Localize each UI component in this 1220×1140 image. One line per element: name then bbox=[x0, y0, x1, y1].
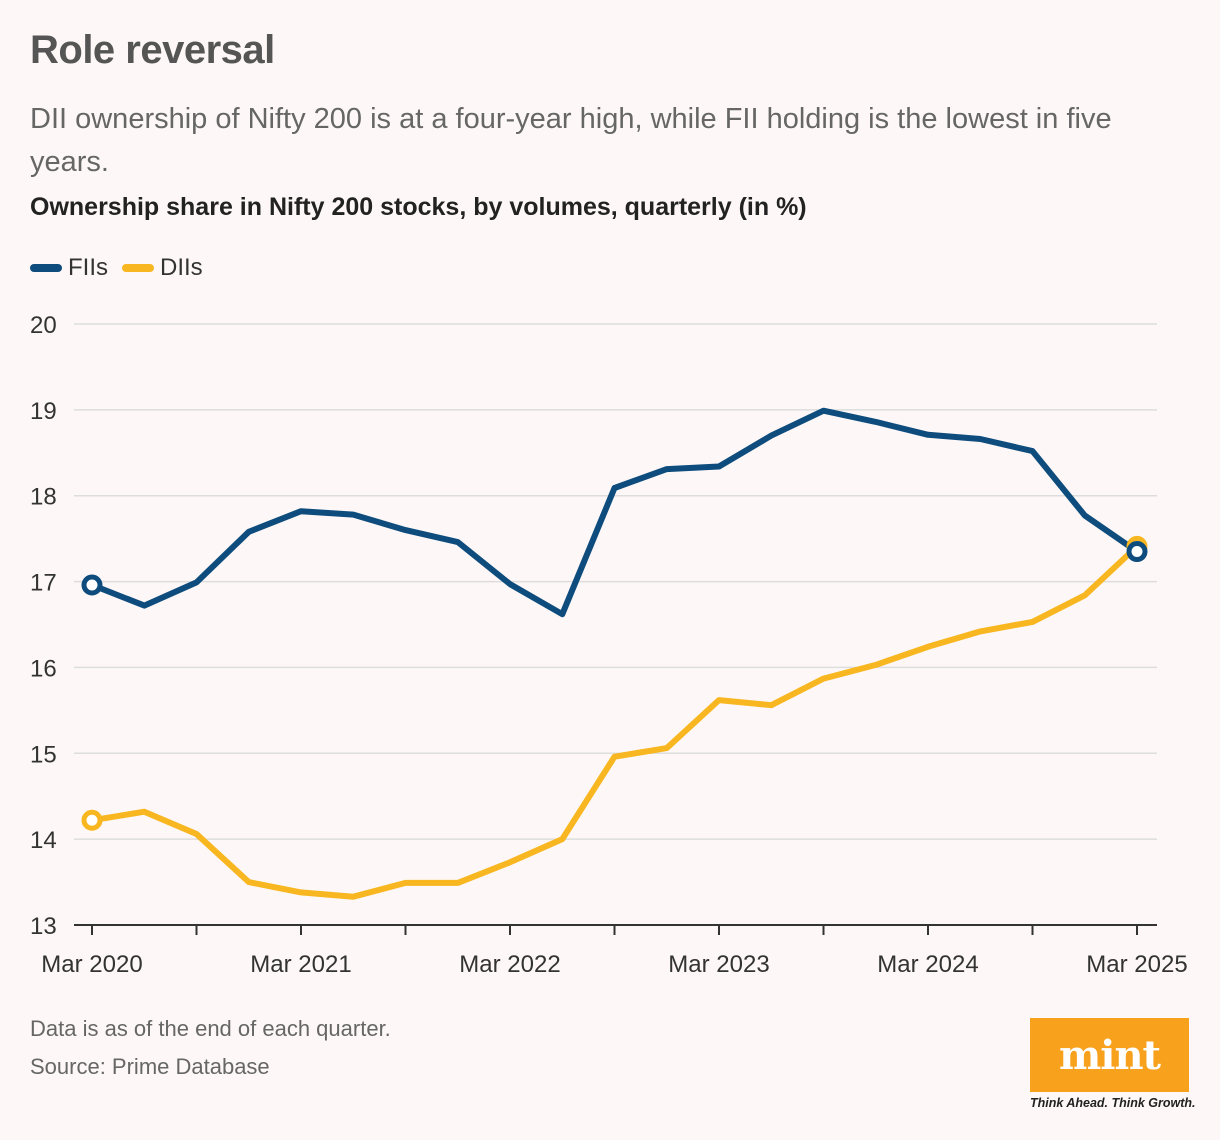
x-tick-label: Mar 2023 bbox=[668, 951, 769, 978]
chart-title: Role reversal bbox=[30, 28, 275, 72]
mint-logo: mint bbox=[1030, 1018, 1189, 1092]
y-tick-label-19: 19 bbox=[30, 398, 57, 425]
x-tick-label: Mar 2024 bbox=[877, 951, 978, 978]
x-tick-label: Mar 2021 bbox=[250, 951, 351, 978]
legend-label-diis: DIIs bbox=[160, 254, 203, 281]
series-line-fiis bbox=[89, 407, 1140, 618]
chart-heading: Ownership share in Nifty 200 stocks, by … bbox=[30, 193, 807, 221]
series-line-diis bbox=[89, 543, 1140, 900]
y-tick-label-16: 16 bbox=[30, 655, 57, 682]
line-chart: 13 14 15 16 17 18 19 20 Mar 2020 Mar 2021 Mar 2022… bbox=[30, 312, 1188, 978]
legend-item-fiis: FIIs bbox=[30, 254, 108, 282]
legend-swatch-diis bbox=[122, 264, 154, 272]
x-tick-label: Mar 2025 bbox=[1086, 951, 1187, 978]
y-tick-label-15: 15 bbox=[30, 741, 57, 768]
y-tick-label-13: 13 bbox=[30, 913, 57, 940]
legend-swatch-fiis bbox=[30, 264, 62, 272]
endpoint-marker-fiis bbox=[81, 574, 103, 596]
endpoint-marker-diis bbox=[81, 809, 103, 831]
x-tick-label: Mar 2020 bbox=[41, 951, 142, 978]
y-tick-label-17: 17 bbox=[30, 570, 57, 597]
source-note: Source: Prime Database bbox=[30, 1054, 270, 1079]
endpoint-marker-fiis bbox=[1126, 541, 1148, 563]
legend: FIIs DIIs bbox=[30, 254, 217, 282]
y-tick-label-20: 20 bbox=[30, 312, 57, 339]
y-tick-label-18: 18 bbox=[30, 484, 57, 511]
chart-subtitle: DII ownership of Nifty 200 is at a four-… bbox=[30, 103, 1112, 178]
mint-tagline: Think Ahead. Think Growth. bbox=[1030, 1096, 1196, 1110]
y-tick-label-14: 14 bbox=[30, 827, 57, 854]
legend-item-diis: DIIs bbox=[122, 254, 203, 282]
legend-label-fiis: FIIs bbox=[68, 254, 108, 281]
mint-logo-text: mint bbox=[1058, 1031, 1161, 1079]
footnote: Data is as of the end of each quarter. bbox=[30, 1016, 391, 1041]
x-tick-label: Mar 2022 bbox=[459, 951, 560, 978]
